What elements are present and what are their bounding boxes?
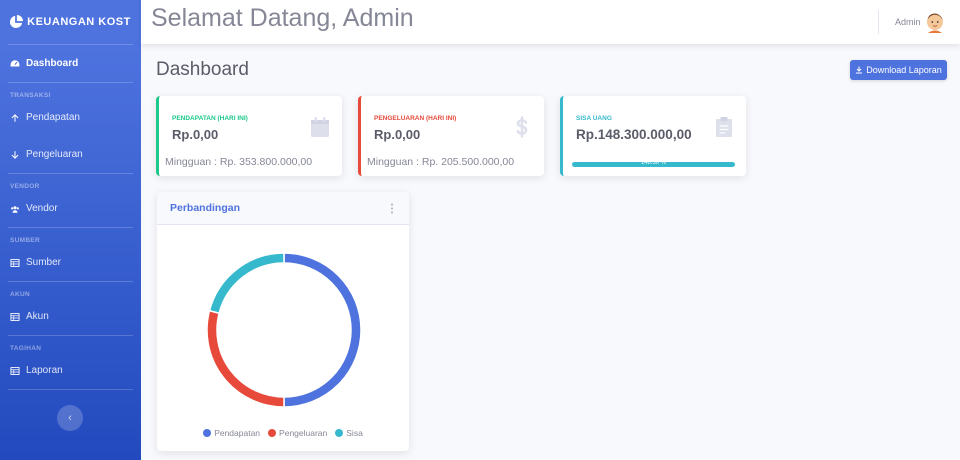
more-vertical-icon[interactable] xyxy=(390,203,394,214)
donut-slice-pengeluaran[interactable] xyxy=(206,309,285,408)
sidebar-item-label: Vendor xyxy=(26,203,58,214)
sidebar-item-pengeluaran[interactable]: Pengeluaran xyxy=(0,136,141,173)
sidebar-heading-tagihan: TAGIHAN xyxy=(10,345,42,352)
calendar-icon xyxy=(311,117,329,137)
sidebar-divider xyxy=(8,82,133,83)
dollar-icon xyxy=(516,116,528,138)
arrow-up-icon xyxy=(10,113,20,123)
table-icon xyxy=(10,258,20,268)
sidebar: KEUANGAN KOST Dashboard TRANSAKSI Pendap… xyxy=(0,0,141,460)
sidebar-item-dashboard[interactable]: Dashboard xyxy=(0,45,141,82)
card-value: Rp.0,00 xyxy=(374,127,421,142)
avatar[interactable] xyxy=(925,11,945,33)
sidebar-item-label: Laporan xyxy=(26,365,63,376)
brand-text: KEUANGAN KOST xyxy=(27,15,131,28)
card-label: PENGELUARAN (HARI INI) xyxy=(374,115,457,122)
card-value: Rp.148.300.000,00 xyxy=(576,127,692,142)
sidebar-divider xyxy=(8,281,133,282)
sidebar-item-pendapatan[interactable]: Pendapatan xyxy=(0,99,141,136)
pie-chart-icon xyxy=(9,15,23,29)
sidebar-item-sumber[interactable]: Sumber xyxy=(0,244,141,281)
donut-chart[interactable] xyxy=(206,252,362,408)
sidebar-divider xyxy=(8,227,133,228)
sidebar-item-label: Akun xyxy=(26,311,49,322)
card-weekly-text: Mingguan : Rp. 353.800.000,00 xyxy=(165,156,313,168)
page-title: Dashboard xyxy=(156,59,249,80)
chevron-left-icon: ‹ xyxy=(68,412,72,424)
sidebar-item-label: Pendapatan xyxy=(26,112,80,123)
sidebar-item-akun[interactable]: Akun xyxy=(0,298,141,335)
balance-progress-bar xyxy=(572,162,735,167)
legend-swatch xyxy=(268,429,277,437)
progress-fill xyxy=(572,162,735,167)
legend-label: Pengeluaran xyxy=(279,428,328,438)
sidebar-heading-vendor: VENDOR xyxy=(10,183,40,190)
card-label: SISA UANG xyxy=(576,115,612,122)
legend-swatch xyxy=(203,429,212,437)
sidebar-heading-transaksi: TRANSAKSI xyxy=(10,92,51,99)
table-icon xyxy=(10,312,20,322)
legend-item[interactable]: Sisa xyxy=(335,428,363,438)
sidebar-divider xyxy=(8,335,133,336)
donut-slice-pendapatan[interactable] xyxy=(283,252,362,408)
chart-title: Perbandingan xyxy=(170,202,241,214)
income-today-card: PENDAPATAN (HARI INI) Rp.0,00 Mingguan :… xyxy=(156,96,342,176)
comparison-chart-card: Perbandingan Pendapatan Pengeluaran Sisa xyxy=(157,192,409,451)
user-name[interactable]: Admin xyxy=(895,17,921,27)
legend-item[interactable]: Pengeluaran xyxy=(268,428,327,438)
download-report-label: Download Laporan xyxy=(866,65,942,75)
topbar: Selamat Datang, Admin Admin xyxy=(141,0,960,44)
sidebar-toggle-button[interactable]: ‹ xyxy=(57,405,83,431)
users-icon xyxy=(10,204,20,214)
sidebar-item-label: Pengeluaran xyxy=(26,149,83,160)
arrow-down-icon xyxy=(10,150,20,160)
card-value: Rp.0,00 xyxy=(172,127,219,142)
topbar-divider xyxy=(878,10,879,34)
legend-item[interactable]: Pendapatan xyxy=(203,428,260,438)
table-icon xyxy=(10,366,20,376)
sidebar-brand[interactable]: KEUANGAN KOST xyxy=(0,0,141,44)
card-label: PENDAPATAN (HARI INI) xyxy=(172,115,248,122)
chart-card-header: Perbandingan xyxy=(157,192,409,225)
sidebar-item-vendor[interactable]: Vendor xyxy=(0,190,141,227)
sidebar-item-label: Dashboard xyxy=(26,58,79,69)
legend-swatch xyxy=(335,429,344,437)
legend-label: Sisa xyxy=(346,428,363,438)
remaining-balance-card: SISA UANG Rp.148.300.000,00 148.30 % xyxy=(560,96,746,176)
expense-today-card: PENGELUARAN (HARI INI) Rp.0,00 Mingguan … xyxy=(358,96,544,176)
sidebar-divider xyxy=(8,44,133,45)
sidebar-divider xyxy=(8,173,133,174)
sidebar-heading-sumber: SUMBER xyxy=(10,237,40,244)
sidebar-item-label: Sumber xyxy=(26,257,62,268)
welcome-heading: Selamat Datang, Admin xyxy=(151,4,414,32)
clipboard-icon xyxy=(716,117,732,137)
progress-label: 148.30 % xyxy=(640,160,667,166)
sidebar-divider xyxy=(8,389,133,390)
tachometer-icon xyxy=(10,59,20,69)
legend-label: Pendapatan xyxy=(214,428,261,438)
download-icon xyxy=(856,66,863,74)
download-report-button[interactable]: Download Laporan xyxy=(850,60,947,80)
chart-legend: Pendapatan Pengeluaran Sisa xyxy=(157,428,409,438)
card-weekly-text: Mingguan : Rp. 205.500.000,00 xyxy=(367,156,515,168)
donut-slice-sisa[interactable] xyxy=(208,252,285,315)
sidebar-item-laporan[interactable]: Laporan xyxy=(0,352,141,389)
sidebar-heading-akun: AKUN xyxy=(10,291,30,298)
